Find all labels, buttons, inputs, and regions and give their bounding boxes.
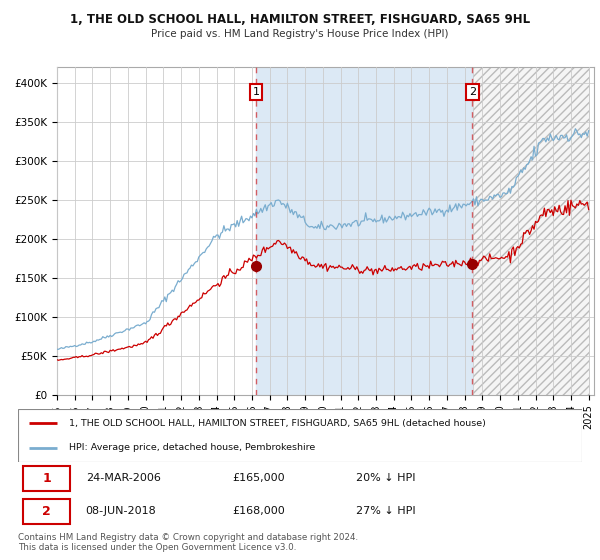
- Text: 2: 2: [469, 87, 476, 97]
- Text: 24-MAR-2006: 24-MAR-2006: [86, 473, 161, 483]
- Text: £168,000: £168,000: [232, 506, 285, 516]
- Text: 20% ↓ HPI: 20% ↓ HPI: [356, 473, 416, 483]
- Text: This data is licensed under the Open Government Licence v3.0.: This data is licensed under the Open Gov…: [18, 543, 296, 552]
- Text: HPI: Average price, detached house, Pembrokeshire: HPI: Average price, detached house, Pemb…: [69, 443, 315, 452]
- Text: Contains HM Land Registry data © Crown copyright and database right 2024.: Contains HM Land Registry data © Crown c…: [18, 533, 358, 542]
- Text: 1: 1: [253, 87, 259, 97]
- Text: 2: 2: [42, 505, 51, 518]
- Text: 08-JUN-2018: 08-JUN-2018: [86, 506, 157, 516]
- Text: 1: 1: [42, 472, 51, 485]
- Text: 1, THE OLD SCHOOL HALL, HAMILTON STREET, FISHGUARD, SA65 9HL: 1, THE OLD SCHOOL HALL, HAMILTON STREET,…: [70, 13, 530, 26]
- Text: £165,000: £165,000: [232, 473, 285, 483]
- Text: 27% ↓ HPI: 27% ↓ HPI: [356, 506, 416, 516]
- Text: Price paid vs. HM Land Registry's House Price Index (HPI): Price paid vs. HM Land Registry's House …: [151, 29, 449, 39]
- FancyBboxPatch shape: [23, 499, 70, 524]
- FancyBboxPatch shape: [23, 466, 70, 491]
- Text: 1, THE OLD SCHOOL HALL, HAMILTON STREET, FISHGUARD, SA65 9HL (detached house): 1, THE OLD SCHOOL HALL, HAMILTON STREET,…: [69, 419, 485, 428]
